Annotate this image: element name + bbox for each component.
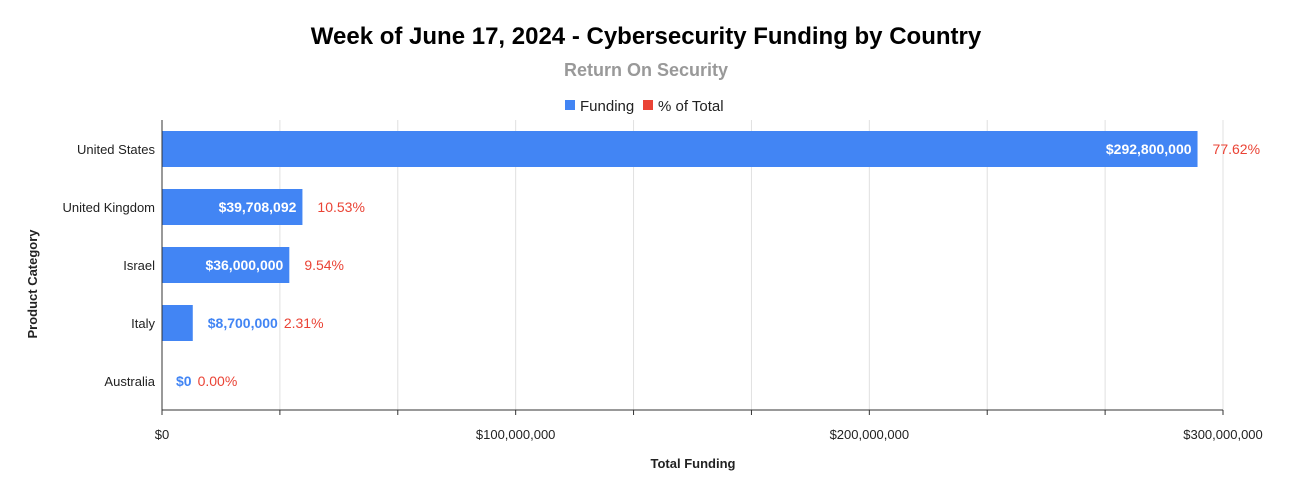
bar-value-label: $292,800,000 <box>1106 141 1192 157</box>
bar-percent-label: 10.53% <box>317 199 364 215</box>
data-labels: $292,800,000 77.62% $39,708,092 10.53% $36,0… <box>176 141 1260 389</box>
x-tick-label: $300,000,000 <box>1183 427 1263 442</box>
y-category-label: Australia <box>104 374 155 389</box>
bar-funding <box>162 247 290 283</box>
bar-funding <box>162 131 1198 167</box>
bar-value-label: $39,708,092 <box>219 199 297 215</box>
legend-swatch-percent <box>643 100 653 110</box>
y-category-label: United Kingdom <box>63 200 156 215</box>
bar-value-label: $0 <box>176 373 192 389</box>
legend-swatch-funding <box>565 100 575 110</box>
y-category-label: Israel <box>123 258 155 273</box>
bars <box>162 131 1198 341</box>
chart-title: Week of June 17, 2024 - Cybersecurity Fu… <box>311 23 982 50</box>
bar-percent-label: 77.62% <box>1213 141 1260 157</box>
bar-value-label: $36,000,000 <box>205 257 283 273</box>
bar-funding <box>162 189 303 225</box>
legend-label-percent: % of Total <box>658 98 724 115</box>
bar-funding <box>162 305 193 341</box>
axes: $0 $100,000,000 $200,000,000 $300,000,000 Un… <box>63 120 1263 442</box>
bar-percent-label: 9.54% <box>304 257 344 273</box>
x-tick-label: $100,000,000 <box>476 427 556 442</box>
y-category-label: Italy <box>131 316 155 331</box>
x-tick-label: $0 <box>155 427 169 442</box>
x-axis-title: Total Funding <box>651 456 736 471</box>
x-tick-label: $200,000,000 <box>830 427 910 442</box>
legend-label-funding: Funding <box>580 98 634 115</box>
bar-percent-label: 0.00% <box>198 373 238 389</box>
bar-value-label: $8,700,000 <box>208 315 278 331</box>
chart-subtitle: Return On Security <box>564 60 728 80</box>
gridlines <box>279 120 1224 410</box>
y-axis-title: Product Category <box>25 229 40 339</box>
bar-percent-label: 2.31% <box>284 315 324 331</box>
y-category-label: United States <box>77 142 156 157</box>
legend: Funding % of Total <box>565 98 724 115</box>
